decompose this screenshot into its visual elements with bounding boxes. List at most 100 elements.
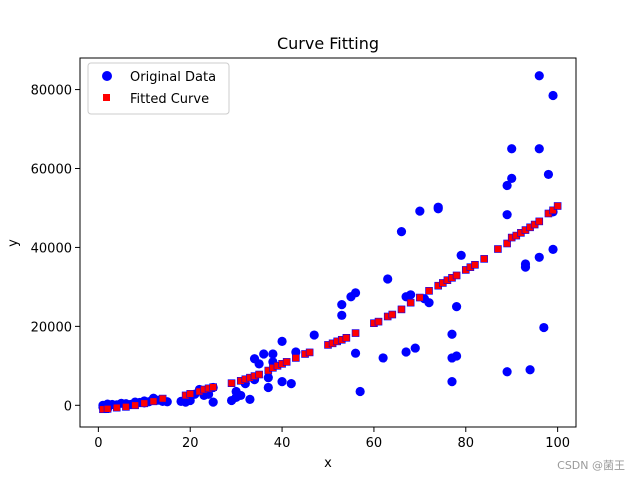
fitted-curve-point (292, 354, 300, 362)
plot-area: 0 20 40 60 80 100 0 20000 40000 60000 80000 (31, 57, 577, 451)
original-data-point (451, 302, 462, 312)
fitted-curve-point (227, 379, 236, 387)
fitted-curve-point (305, 348, 314, 357)
fitted-curve-point (209, 383, 217, 391)
original-data-point (433, 202, 443, 212)
fitted-curve-point (342, 334, 351, 342)
fitted-curve-series (99, 202, 562, 414)
original-data-point (401, 347, 411, 357)
original-data-point (507, 173, 517, 183)
fitted-curve-point (103, 405, 112, 413)
original-data-point (350, 288, 361, 298)
axes-frame (79, 57, 577, 428)
y-axis-ticks: 0 20000 40000 60000 80000 (31, 84, 80, 414)
original-data-point (534, 144, 544, 154)
original-data-point (456, 250, 466, 260)
original-data-point (277, 336, 287, 346)
original-data-point (337, 300, 347, 310)
original-data-point (245, 394, 255, 404)
original-data-point (534, 71, 544, 81)
fitted-curve-point (186, 390, 195, 398)
original-data-point (543, 169, 554, 180)
original-data-point (350, 348, 361, 358)
y-tick-label: 0 (64, 399, 72, 414)
fitted-curve-point (471, 260, 479, 269)
original-data-point (548, 90, 558, 101)
watermark-text: CSDN @菌王 (557, 459, 625, 472)
original-data-point (337, 310, 347, 320)
x-tick-label: 100 (545, 436, 570, 451)
original-data-point (236, 390, 246, 401)
original-data-point (539, 322, 549, 333)
fitted-curve-point (553, 202, 562, 210)
y-tick-label: 80000 (31, 84, 72, 99)
original-data-point (415, 206, 425, 216)
original-data-point (259, 349, 269, 359)
x-axis-label: x (324, 456, 332, 471)
x-axis-ticks: 0 20 40 60 80 100 (94, 427, 570, 451)
fitted-curve-point (112, 403, 121, 412)
original-data-point (254, 359, 264, 369)
original-data-point (447, 329, 457, 339)
legend-original-label: Original Data (130, 70, 216, 85)
fitted-curve-point (406, 298, 415, 307)
x-tick-label: 40 (274, 436, 291, 451)
original-data-point (355, 386, 365, 397)
chart-title: Curve Fitting (277, 34, 379, 53)
y-tick-label: 40000 (31, 241, 72, 256)
legend-fitted-label: Fitted Curve (130, 92, 209, 107)
fitted-curve-point (388, 310, 397, 319)
fitted-curve-point (122, 403, 130, 411)
fitted-curve-point (397, 305, 406, 314)
fitted-curve-point (158, 394, 167, 403)
legend: Original Data Fitted Curve (87, 62, 230, 115)
x-tick-label: 80 (458, 436, 475, 451)
fitted-curve-point (535, 217, 544, 226)
original-data-point (406, 290, 416, 300)
fitted-curve-point (416, 293, 424, 302)
x-tick-label: 20 (182, 436, 199, 451)
original-data-point (263, 373, 273, 383)
original-data-point (286, 378, 296, 389)
x-tick-label: 0 (94, 436, 102, 451)
original-data-point (383, 274, 393, 284)
original-data-point (378, 353, 388, 363)
fitted-curve-point (255, 370, 263, 379)
original-data-point (507, 144, 517, 154)
original-data-point (309, 330, 319, 340)
original-data-point (534, 252, 544, 262)
fitted-curve-point (494, 245, 502, 253)
original-data-point (396, 227, 407, 237)
fitted-curve-point (282, 358, 291, 366)
y-axis-label: y (6, 239, 21, 247)
original-data-point (263, 382, 273, 393)
original-data-point (410, 343, 420, 353)
fitted-curve-point (503, 239, 511, 248)
fitted-curve-point (549, 206, 557, 215)
legend-box (87, 62, 230, 115)
original-data-point (502, 210, 512, 220)
original-data-point (502, 180, 512, 191)
y-tick-label: 60000 (31, 163, 72, 178)
fitted-curve-point (149, 397, 158, 406)
legend-fitted-marker (103, 94, 110, 101)
original-data-point (525, 365, 535, 375)
original-data-point (208, 397, 218, 407)
fitted-curve-point (452, 271, 461, 280)
original-data-point (424, 298, 434, 308)
fitted-curve-point (140, 399, 149, 408)
original-data-point (548, 244, 558, 255)
original-data-point (451, 351, 462, 361)
original-data-point (277, 377, 287, 387)
legend-original-marker (102, 71, 112, 81)
fitted-curve-point (351, 329, 360, 337)
x-tick-label: 60 (366, 436, 383, 451)
original-data-point (268, 349, 278, 359)
original-data-point (502, 367, 512, 377)
fitted-curve-point (480, 255, 488, 263)
fitted-curve-point (131, 401, 139, 410)
fitted-curve-point (374, 317, 383, 326)
original-data-point (447, 377, 457, 387)
fitted-curve-point (425, 287, 433, 295)
